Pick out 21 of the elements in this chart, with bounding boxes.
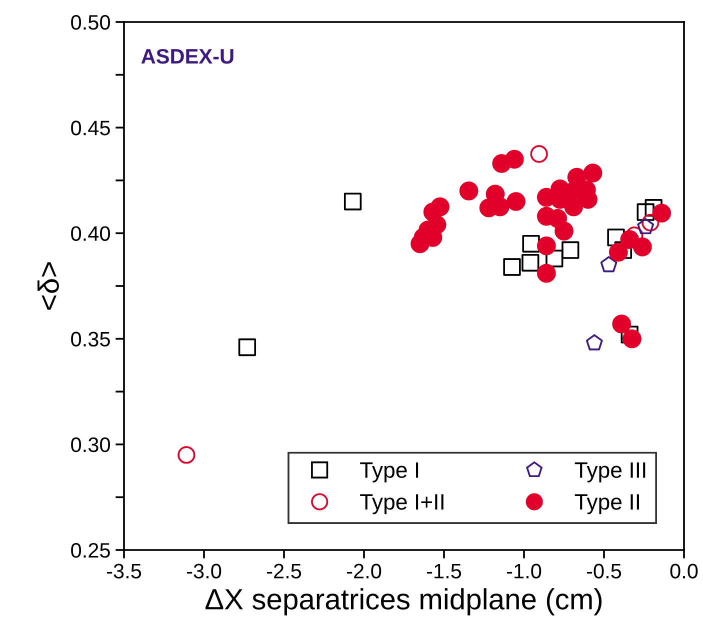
x-tick-label: -1.0 [506, 564, 542, 578]
x-tick-label: -1.5 [426, 564, 462, 578]
y-tick-label: 0.45 [71, 120, 110, 136]
x-tick-label: -3.0 [186, 564, 222, 578]
y-tick-label: 0.35 [71, 332, 110, 347]
y-axis-title: <δ> [38, 262, 59, 310]
legend-label: Type I+II [360, 494, 444, 514]
legend-label: Type I [360, 462, 418, 482]
y-tick-label: 0.25 [71, 543, 110, 558]
x-tick-label: -3.5 [106, 564, 142, 578]
y-tick-label: 0.30 [71, 437, 110, 452]
y-tick-label: 0.50 [71, 15, 110, 30]
x-tick-label: 0.0 [670, 564, 698, 578]
annotation: ASDEX-U [141, 48, 234, 64]
legend-label: Type III [574, 462, 646, 482]
legend-label: Type II [574, 494, 639, 514]
x-tick-label: -2.5 [266, 564, 302, 578]
x-tick-label: -2.0 [346, 564, 382, 578]
y-tick-label: 0.40 [71, 226, 110, 241]
x-tick-label: -0.5 [586, 564, 622, 578]
x-axis-title: ΔX separatrices midplane (cm) [205, 588, 602, 616]
